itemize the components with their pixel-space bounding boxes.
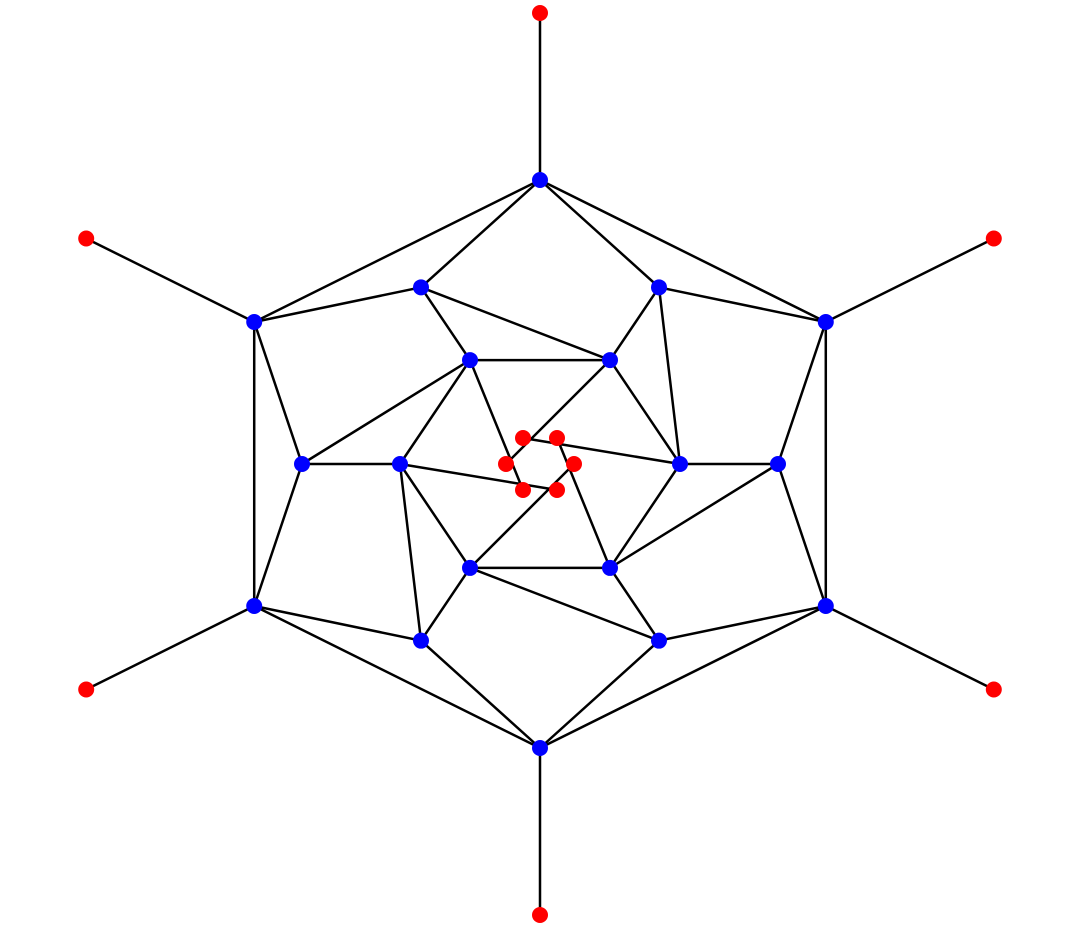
edge-layer xyxy=(86,13,994,915)
graph-edge xyxy=(659,287,826,322)
graph-node xyxy=(246,314,262,330)
graph-edge xyxy=(778,322,826,464)
graph-node xyxy=(566,456,582,472)
graph-node xyxy=(602,560,618,576)
graph-edge xyxy=(86,239,254,323)
graph-edge xyxy=(302,360,470,464)
graph-edge xyxy=(523,438,680,464)
graph-edge xyxy=(86,606,254,690)
graph-edge xyxy=(421,641,540,748)
graph-node xyxy=(602,352,618,368)
graph-edge xyxy=(421,180,540,287)
graph-edge xyxy=(421,287,470,360)
graph-node xyxy=(462,352,478,368)
graph-edge xyxy=(254,464,302,606)
graph-edge xyxy=(826,239,994,323)
graph-node xyxy=(462,560,478,576)
graph-node xyxy=(294,456,310,472)
graph-edge xyxy=(540,641,659,748)
graph-edge xyxy=(540,180,826,322)
graph-node xyxy=(515,430,531,446)
graph-edge xyxy=(610,464,680,568)
graph-edge xyxy=(400,360,470,464)
graph-node xyxy=(246,598,262,614)
graph-node xyxy=(986,682,1002,698)
graph-node xyxy=(515,482,531,498)
graph-edge xyxy=(254,287,421,322)
graph-edge xyxy=(826,606,994,690)
graph-edge xyxy=(540,180,659,287)
graph-node xyxy=(532,740,548,756)
graph-edge xyxy=(659,606,826,641)
graph-node xyxy=(651,279,667,295)
graph-node xyxy=(413,279,429,295)
graph-node xyxy=(818,314,834,330)
graph-edge xyxy=(254,180,540,322)
graph-node xyxy=(770,456,786,472)
graph-node xyxy=(532,172,548,188)
graph-edge xyxy=(506,360,610,464)
graph-edge xyxy=(470,360,523,490)
graph-node xyxy=(532,5,548,21)
graph-edge xyxy=(421,287,610,360)
graph-node xyxy=(532,907,548,923)
graph-edge xyxy=(540,606,826,748)
graph-node xyxy=(986,231,1002,247)
graph-edge xyxy=(470,568,659,641)
graph-node xyxy=(392,456,408,472)
graph-edge xyxy=(610,568,659,641)
graph-edge xyxy=(400,464,557,490)
graph-node xyxy=(78,231,94,247)
graph-edge xyxy=(254,322,302,464)
graph-node xyxy=(549,430,565,446)
graph-edge xyxy=(254,606,421,641)
graph-node xyxy=(818,598,834,614)
graph-edge xyxy=(557,438,610,568)
graph-edge xyxy=(421,568,470,641)
graph-edge xyxy=(778,464,826,606)
graph-node xyxy=(413,633,429,649)
graph-node xyxy=(672,456,688,472)
graph-node xyxy=(549,482,565,498)
graph-edge xyxy=(254,606,540,748)
graph-node xyxy=(78,682,94,698)
graph-node xyxy=(651,633,667,649)
graph-node xyxy=(498,456,514,472)
graph-edge xyxy=(610,287,659,360)
graph-diagram xyxy=(0,0,1080,928)
graph-edge xyxy=(470,464,574,568)
graph-edge xyxy=(610,464,778,568)
